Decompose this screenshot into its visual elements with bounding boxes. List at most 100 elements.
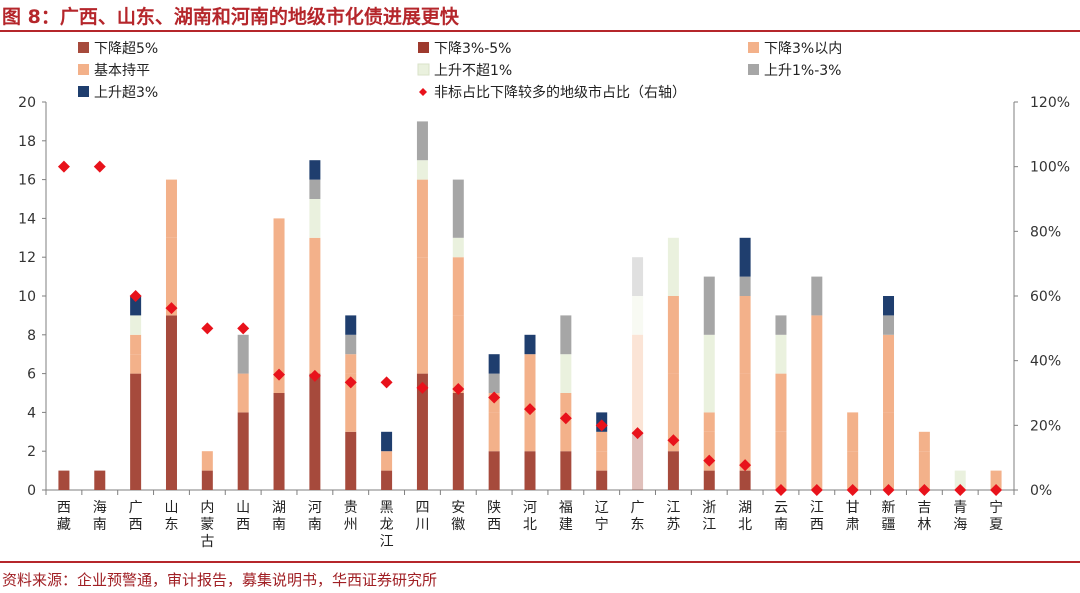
bar-segment [847, 412, 859, 452]
bar-segment [309, 160, 321, 180]
x-tick-label: 山西 [236, 500, 250, 533]
ratio-marker [846, 484, 859, 496]
ratio-marker [667, 434, 680, 447]
x-tick-label: 江苏 [666, 500, 680, 533]
x-tick-label: 河南 [308, 500, 322, 533]
bar-segment [309, 296, 321, 374]
bar-segment [703, 276, 715, 335]
x-tick-label: 陕西 [487, 500, 501, 533]
ratio-marker [882, 484, 895, 496]
bar-segment [309, 373, 321, 490]
bar-segment [775, 431, 787, 490]
bar-segment [883, 334, 895, 413]
bar-segment [237, 412, 249, 490]
bar-segment [560, 412, 572, 452]
bar-segment [632, 431, 644, 490]
bar-segment [918, 451, 930, 490]
legend-swatch [748, 64, 759, 75]
x-tick-label: 安徽 [451, 500, 465, 533]
bar-segment [452, 393, 464, 490]
bar-segment [703, 431, 715, 471]
x-tick-label: 宁夏 [989, 499, 1003, 533]
bar-segment [811, 315, 823, 393]
legend-label: 下降3%-5% [434, 41, 511, 57]
bar-segment [58, 470, 70, 490]
ratio-marker [129, 290, 142, 302]
bar-segment [560, 315, 572, 355]
bar-segment [381, 431, 393, 452]
bar-segment [739, 276, 751, 296]
y-tick-label: 12 [18, 250, 36, 266]
ratio-marker [57, 160, 70, 173]
bar-segment [488, 354, 500, 374]
ratio-marker [452, 382, 465, 395]
bar-segment [560, 451, 572, 490]
y2-tick-label: 0% [1030, 483, 1052, 499]
bar-segment [667, 296, 679, 374]
y-tick-label: 0 [27, 483, 36, 499]
bar-segment [954, 470, 966, 490]
y2-tick-label: 40% [1030, 354, 1061, 370]
ratio-marker [416, 381, 429, 394]
bar-segment [596, 451, 608, 471]
bar-segment [345, 431, 357, 490]
bar-segment [883, 315, 895, 335]
x-tick-label: 内蒙古 [200, 500, 214, 550]
bar-segment [703, 470, 715, 490]
legend-swatch [417, 63, 430, 76]
ratio-marker [201, 322, 214, 335]
bar-segment [416, 160, 428, 180]
bar-segment [452, 237, 464, 258]
bar-segment [309, 199, 321, 238]
legend-label: 基本持平 [94, 62, 150, 79]
ratio-marker [524, 403, 536, 416]
bar-segment [703, 412, 715, 432]
bar-segment [237, 373, 249, 393]
y-tick-label: 6 [27, 367, 36, 383]
ratio-marker [237, 322, 250, 335]
bar-segment [237, 334, 249, 374]
y2-tick-label: 20% [1030, 418, 1061, 434]
ratio-marker [990, 484, 1003, 496]
footer-rule [0, 561, 1080, 563]
legend-swatch [419, 88, 427, 96]
ratio-marker [810, 484, 823, 496]
chart-title: 图 8：广西、山东、湖南和河南的地级市化债进展更快 [2, 6, 459, 28]
ratio-markers [57, 160, 1003, 496]
bars [58, 121, 1002, 490]
ratio-marker [631, 427, 644, 440]
ratio-marker [595, 419, 608, 432]
bar-segment [524, 354, 536, 393]
x-tick-label: 湖北 [738, 500, 752, 533]
ratio-marker [165, 302, 178, 315]
bar-segment [560, 354, 572, 393]
bar-segment [918, 431, 930, 452]
bar-segment [596, 431, 608, 452]
y2-tick-label: 120% [1030, 95, 1070, 111]
bar-segment [775, 315, 787, 335]
bar-segment [165, 237, 177, 316]
bar-segment [883, 296, 895, 316]
bar-segment [381, 451, 393, 471]
ratio-marker [703, 454, 716, 467]
bar-segment [667, 373, 679, 452]
ratio-marker [774, 484, 787, 496]
x-tick-label: 贵州 [344, 500, 358, 533]
bar-segment [632, 373, 644, 432]
y-tick-label: 10 [18, 289, 36, 305]
bar-segment [775, 334, 787, 374]
x-tick-label: 甘肃 [846, 500, 860, 533]
legend-label: 下降超5% [94, 41, 158, 57]
x-tick-label: 青海 [953, 500, 967, 533]
bar-segment [345, 354, 357, 374]
bar-segment [309, 179, 321, 199]
x-tick-label: 辽宁 [595, 500, 609, 533]
legend-swatch [78, 86, 89, 97]
bar-segment [739, 373, 751, 471]
bar-segment [811, 276, 823, 316]
x-tick-label: 黑龙江 [380, 500, 394, 550]
x-tick-label: 广东 [631, 500, 645, 533]
bar-segment [273, 296, 285, 393]
bar-segment [416, 121, 428, 161]
